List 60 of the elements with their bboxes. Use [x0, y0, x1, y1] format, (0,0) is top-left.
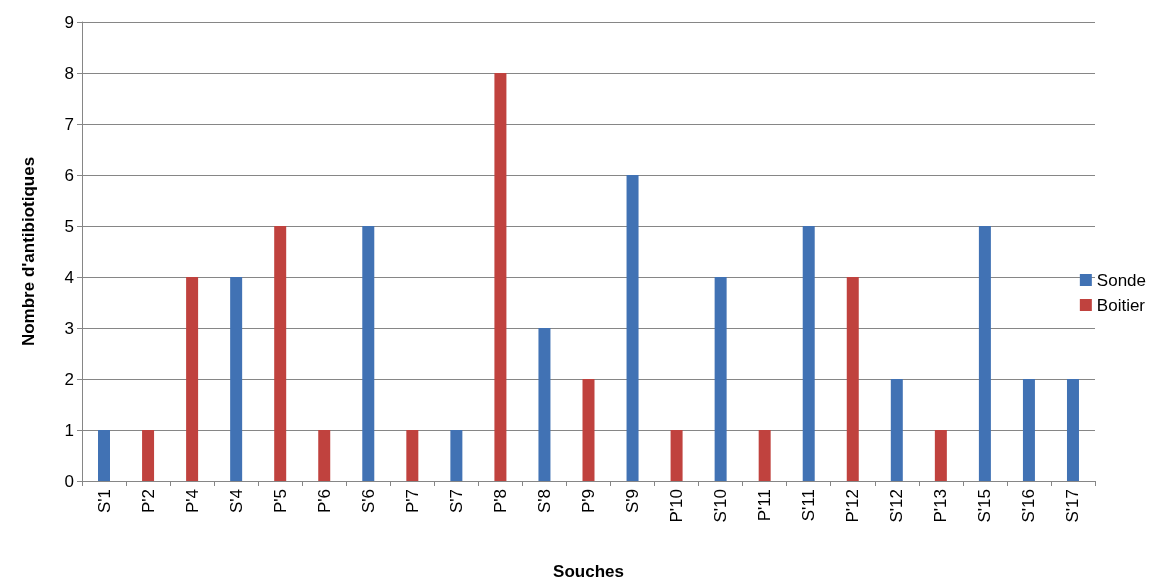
- x-tick-label: S'11: [799, 489, 819, 522]
- x-tick-label: P'2: [138, 489, 158, 514]
- x-tick-label: S'7: [446, 489, 466, 514]
- x-tick-label: S'9: [623, 489, 643, 514]
- y-tick-label: 7: [64, 114, 74, 134]
- bar: [670, 430, 683, 481]
- bar: [406, 430, 419, 481]
- y-tick-label: 0: [64, 471, 74, 491]
- bar: [538, 328, 551, 481]
- x-tick-label: P'8: [490, 489, 510, 514]
- bar: [186, 277, 199, 481]
- bar: [494, 73, 507, 481]
- bar: [274, 226, 287, 481]
- bar: [1066, 379, 1079, 481]
- bar: [802, 226, 815, 481]
- bar: [890, 379, 903, 481]
- y-tick-label: 4: [64, 267, 74, 287]
- y-tick-label: 3: [64, 318, 74, 338]
- bar: [934, 430, 947, 481]
- y-tick-label: 6: [64, 165, 74, 185]
- bar: [318, 430, 331, 481]
- x-tick-label: S'1: [94, 489, 114, 514]
- x-tick-label: S'17: [1063, 489, 1083, 523]
- x-tick-label: S'12: [887, 489, 907, 523]
- bar: [978, 226, 991, 481]
- y-tick-label: 9: [64, 12, 74, 32]
- y-tick-label: 1: [64, 420, 74, 440]
- x-tick-label: S'4: [226, 489, 246, 514]
- bar: [142, 430, 155, 481]
- x-tick-label: S'15: [975, 489, 995, 523]
- x-tick-label: S'8: [534, 489, 554, 514]
- bar: [98, 430, 111, 481]
- x-tick-label: P'12: [843, 489, 863, 523]
- y-tick-label: 5: [64, 216, 74, 236]
- bar: [230, 277, 243, 481]
- x-tick-label: S'10: [711, 489, 731, 523]
- x-axis-title: Souches: [553, 562, 624, 581]
- x-tick-label: P'13: [931, 489, 951, 523]
- bar: [582, 379, 595, 481]
- y-axis-title: Nombre d'antibiotiques: [19, 156, 38, 347]
- y-tick-label: 8: [64, 63, 74, 83]
- legend-label: Sonde: [1096, 270, 1147, 290]
- x-tick-label: P'4: [182, 489, 202, 514]
- x-tick-label: P'5: [270, 489, 290, 514]
- x-tick-label: S'6: [358, 489, 378, 514]
- bar: [362, 226, 375, 481]
- x-tick-label: P'10: [667, 489, 687, 523]
- x-tick-label: P'9: [579, 489, 598, 514]
- x-tick-label: S'16: [1019, 489, 1039, 523]
- x-tick-label: P'7: [402, 489, 422, 514]
- x-tick-label: P'6: [314, 489, 334, 514]
- legend-label: Boitier: [1096, 295, 1146, 315]
- bar: [450, 430, 463, 481]
- bar: [1022, 379, 1035, 481]
- bar: [846, 277, 859, 481]
- bar: [758, 430, 771, 481]
- bar: [714, 277, 727, 481]
- bar: [626, 175, 639, 481]
- x-tick-label: P'11: [755, 489, 775, 522]
- y-tick-label: 2: [64, 369, 74, 389]
